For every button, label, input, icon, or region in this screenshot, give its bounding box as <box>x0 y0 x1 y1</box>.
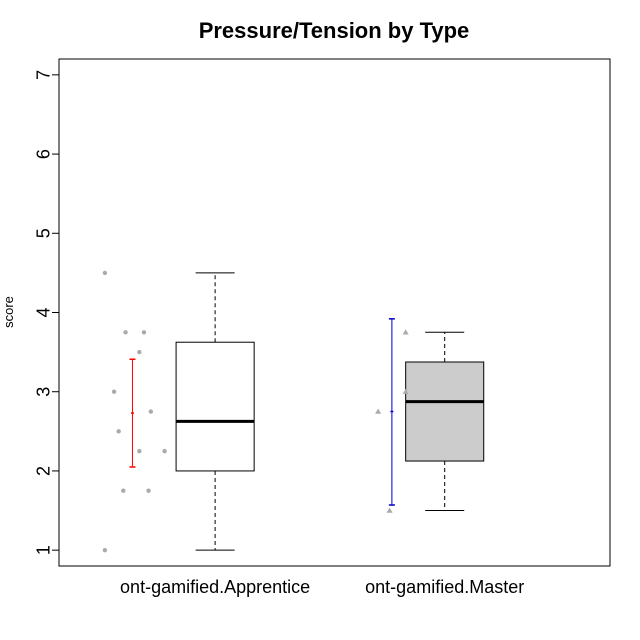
y-tick-label: 7 <box>33 70 53 80</box>
y-tick-label: 6 <box>33 149 53 159</box>
y-tick-label: 1 <box>33 545 53 555</box>
y-axis: 1 2 3 4 5 6 7 <box>33 70 59 555</box>
data-point <box>102 547 108 553</box>
y-tick-label: 4 <box>33 307 53 317</box>
data-point <box>141 330 147 335</box>
data-point <box>121 488 126 493</box>
x-category-label: ont-gamified.Master <box>365 577 524 597</box>
box-groups <box>102 270 485 553</box>
y-tick-label: 2 <box>33 466 53 476</box>
box-group <box>102 270 255 553</box>
box <box>175 341 255 472</box>
data-point <box>123 330 128 335</box>
plot-frame <box>58 58 611 567</box>
box-group <box>375 318 485 513</box>
data-point <box>146 488 151 493</box>
x-category-label: ont-gamified.Apprentice <box>120 577 310 597</box>
data-point <box>162 448 167 454</box>
data-point <box>148 409 154 414</box>
data-point <box>137 448 142 454</box>
y-tick-label: 3 <box>33 387 53 397</box>
data-point <box>402 388 409 394</box>
y-axis-title: score <box>1 296 16 328</box>
y-tick-label: 5 <box>33 228 53 238</box>
chart-title: Pressure/Tension by Type <box>199 18 470 43</box>
data-point <box>386 507 393 513</box>
box <box>405 361 485 462</box>
data-point <box>375 408 382 414</box>
x-axis: ont-gamified.Apprentice ont-gamified.Mast… <box>120 577 524 597</box>
data-point <box>137 349 142 355</box>
data-point <box>402 329 409 335</box>
data-point <box>111 389 117 394</box>
data-point <box>102 270 108 276</box>
data-point <box>116 429 121 434</box>
